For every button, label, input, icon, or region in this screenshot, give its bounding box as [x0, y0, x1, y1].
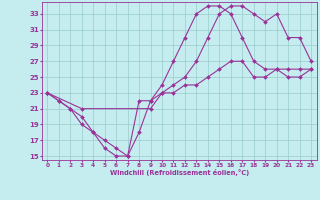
X-axis label: Windchill (Refroidissement éolien,°C): Windchill (Refroidissement éolien,°C) — [109, 169, 249, 176]
